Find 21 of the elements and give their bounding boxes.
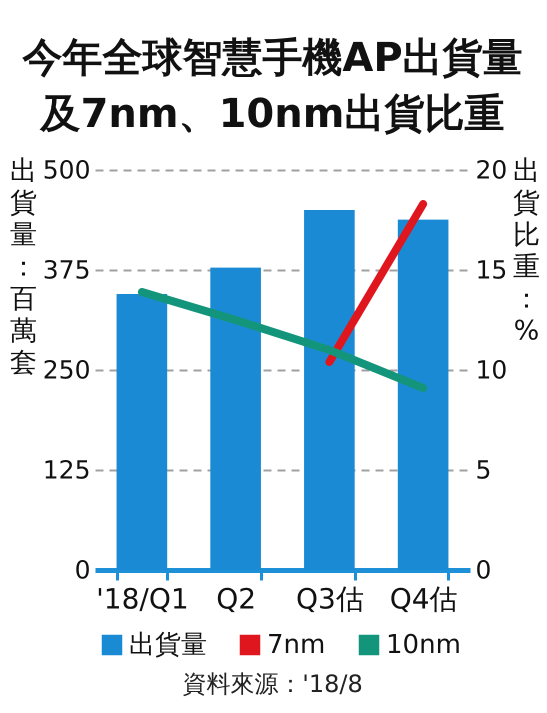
y2-tick-label: 10 [476, 356, 508, 384]
legend-label: 出貨量 [129, 630, 207, 660]
y2-tick-label: 15 [476, 256, 508, 284]
x-tick-label: Q3估 [296, 582, 364, 616]
x-tick-label: Q2 [216, 582, 256, 616]
y2-axis-title: 出貨比重：% [513, 156, 540, 346]
x-tick-label: '18/Q1 [96, 582, 189, 616]
y-axis-title: 出貨量：百萬套 [10, 156, 37, 378]
y-tick-label: 250 [42, 356, 90, 384]
y2-tick-label: 5 [476, 456, 492, 484]
chart-title: 今年全球智慧手機AP出貨量及7nm、10nm出貨比重 [21, 35, 523, 137]
legend-label: 7nm [267, 630, 326, 660]
source-note: 資料來源：'18/8 [182, 670, 363, 698]
legend-label: 10nm [386, 630, 461, 660]
y-tick-label: 375 [42, 256, 90, 284]
y-tick-label: 500 [42, 156, 90, 184]
y-tick-label: 0 [74, 556, 90, 584]
y2-tick-label: 0 [476, 556, 492, 584]
y-tick-label: 125 [42, 456, 90, 484]
x-tick-label: Q4估 [390, 582, 458, 616]
y2-tick-label: 20 [476, 156, 508, 184]
